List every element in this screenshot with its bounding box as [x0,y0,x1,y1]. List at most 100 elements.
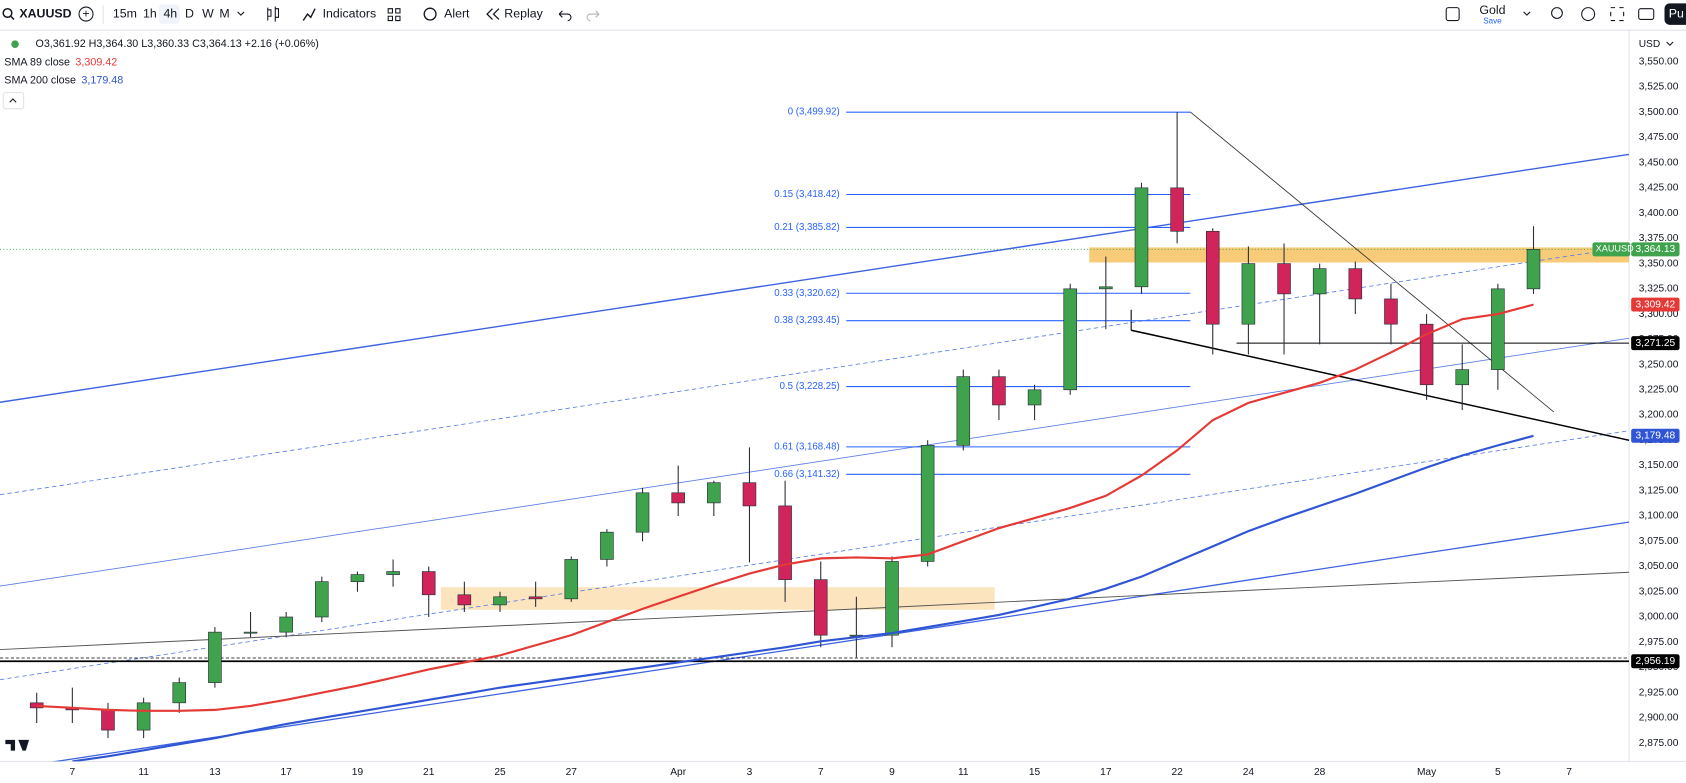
symbol[interactable]: XAUUSD [19,6,71,20]
alert-icon [423,7,437,21]
y-tick-label: 3,450.00 [1639,157,1679,168]
y-tick-label: 3,550.00 [1639,56,1679,67]
y-tick-label: 3,525.00 [1639,82,1679,93]
candle-body [101,709,115,731]
y-tick-label: 2,925.00 [1639,687,1679,698]
channel-mid-dashed [0,246,1630,496]
collapse-legend[interactable] [2,92,25,110]
layout-name[interactable]: Gold [1479,3,1505,17]
interval[interactable]: 15m [113,6,137,20]
undo[interactable] [558,10,572,22]
channel-mid [0,337,1630,587]
candle-body [600,531,614,560]
interval[interactable]: 4h [163,6,177,20]
sma-legend-name: SMA 200 close [4,75,76,87]
interval[interactable]: D [185,6,194,20]
x-tick-label: 19 [352,767,364,778]
y-tick-label: 3,325.00 [1639,284,1679,295]
interval[interactable]: 1h [143,6,157,20]
y-tick-label: 3,400.00 [1639,208,1679,219]
fib-label: 0.15 (3,418.42) [774,189,840,200]
x-tick-label: 3 [747,767,753,778]
candle-body [1063,288,1077,391]
candle-body [885,561,899,636]
x-tick-label: 28 [1314,767,1326,778]
publish-button[interactable]: Pu [1669,6,1684,20]
triangle-lower [1131,329,1630,442]
candle-body [279,616,293,633]
layout-checkbox[interactable] [1445,7,1460,22]
candle-body [707,482,721,504]
candle-body [1241,263,1256,325]
templates-icon[interactable] [387,8,401,22]
toolbar: XAUUSD + 15m 1h 4h D W M Indicators Aler… [0,3,1686,31]
x-tick-label: 11 [958,767,969,778]
candle-body [1491,288,1505,370]
candle-body [386,571,400,575]
interval-active-bg [159,4,180,24]
settings[interactable] [1581,7,1596,22]
fullscreen[interactable] [1610,7,1625,22]
replay-icon [486,8,500,20]
y-tick-label: 3,250.00 [1639,359,1679,370]
candle-body [564,559,579,600]
price-tag-bg [1631,297,1680,312]
x-tick-label: May [1417,767,1437,778]
chart-type-icon[interactable] [267,6,280,22]
x-tick-label: 15 [1029,767,1041,778]
add-symbol[interactable] [78,6,94,22]
candle-body [1348,268,1363,300]
interval[interactable]: M [219,6,229,20]
interval[interactable]: W [202,6,214,20]
x-tick-label: 5 [1495,767,1501,778]
price-tag-bg [1631,654,1680,669]
alert-button[interactable]: Alert [444,6,470,20]
x-tick-label: 17 [280,767,292,778]
layout-menu[interactable] [1523,11,1531,16]
y-tick-label: 2,975.00 [1639,637,1679,648]
y-tick-label: 3,300.00 [1639,309,1679,320]
interval-menu[interactable] [237,11,245,16]
candle-body [421,571,436,596]
indicators-icon [302,8,316,21]
price-tag: 2,956.19 [1635,656,1675,667]
plot [0,111,1630,762]
x-tick-label: 13 [209,767,221,778]
snapshot[interactable] [1638,8,1655,20]
currency-menu[interactable] [1666,41,1674,47]
indicators-button[interactable]: Indicators [323,6,377,20]
publish-button-bg[interactable] [1664,3,1686,25]
x-tick-label: 7 [818,767,824,778]
candle-body [315,581,329,618]
fib-label: 0.33 (3,320.62) [774,288,840,299]
redo[interactable] [586,10,600,22]
x-tick-label: 22 [1171,767,1183,778]
sma-line [36,303,1534,712]
symbol-tag: XAUUSD [1596,244,1634,254]
y-tick-label: 3,475.00 [1639,132,1679,143]
fib-label: 0.21 (3,385.82) [774,222,840,233]
candle-body [813,579,828,636]
y-tick-label: 3,000.00 [1639,612,1679,623]
search-icon[interactable] [2,7,13,19]
fib-label: 0.5 (3,228.25) [780,381,840,392]
channel-low-dashed [0,430,1630,681]
y-tick-label: 3,075.00 [1639,536,1679,547]
candle-body [493,596,507,606]
currency: USD [1639,39,1661,50]
replay-button[interactable]: Replay [504,6,543,20]
candle-body [208,631,222,683]
candle-body [992,376,1006,406]
quick-search[interactable] [1551,7,1563,19]
y-tick-label: 3,050.00 [1639,561,1679,572]
price-tag-bg [1631,242,1680,257]
x-tick-label: 7 [70,767,76,778]
y-tick-label: 3,500.00 [1639,107,1679,118]
fib-label: 0 (3,499.92) [788,107,840,118]
candle-body [956,376,971,446]
price-tag: 3,309.42 [1635,299,1675,310]
save-label[interactable]: Save [1483,17,1502,26]
price-tag-bg [1631,428,1680,443]
candle-body [1134,187,1149,288]
